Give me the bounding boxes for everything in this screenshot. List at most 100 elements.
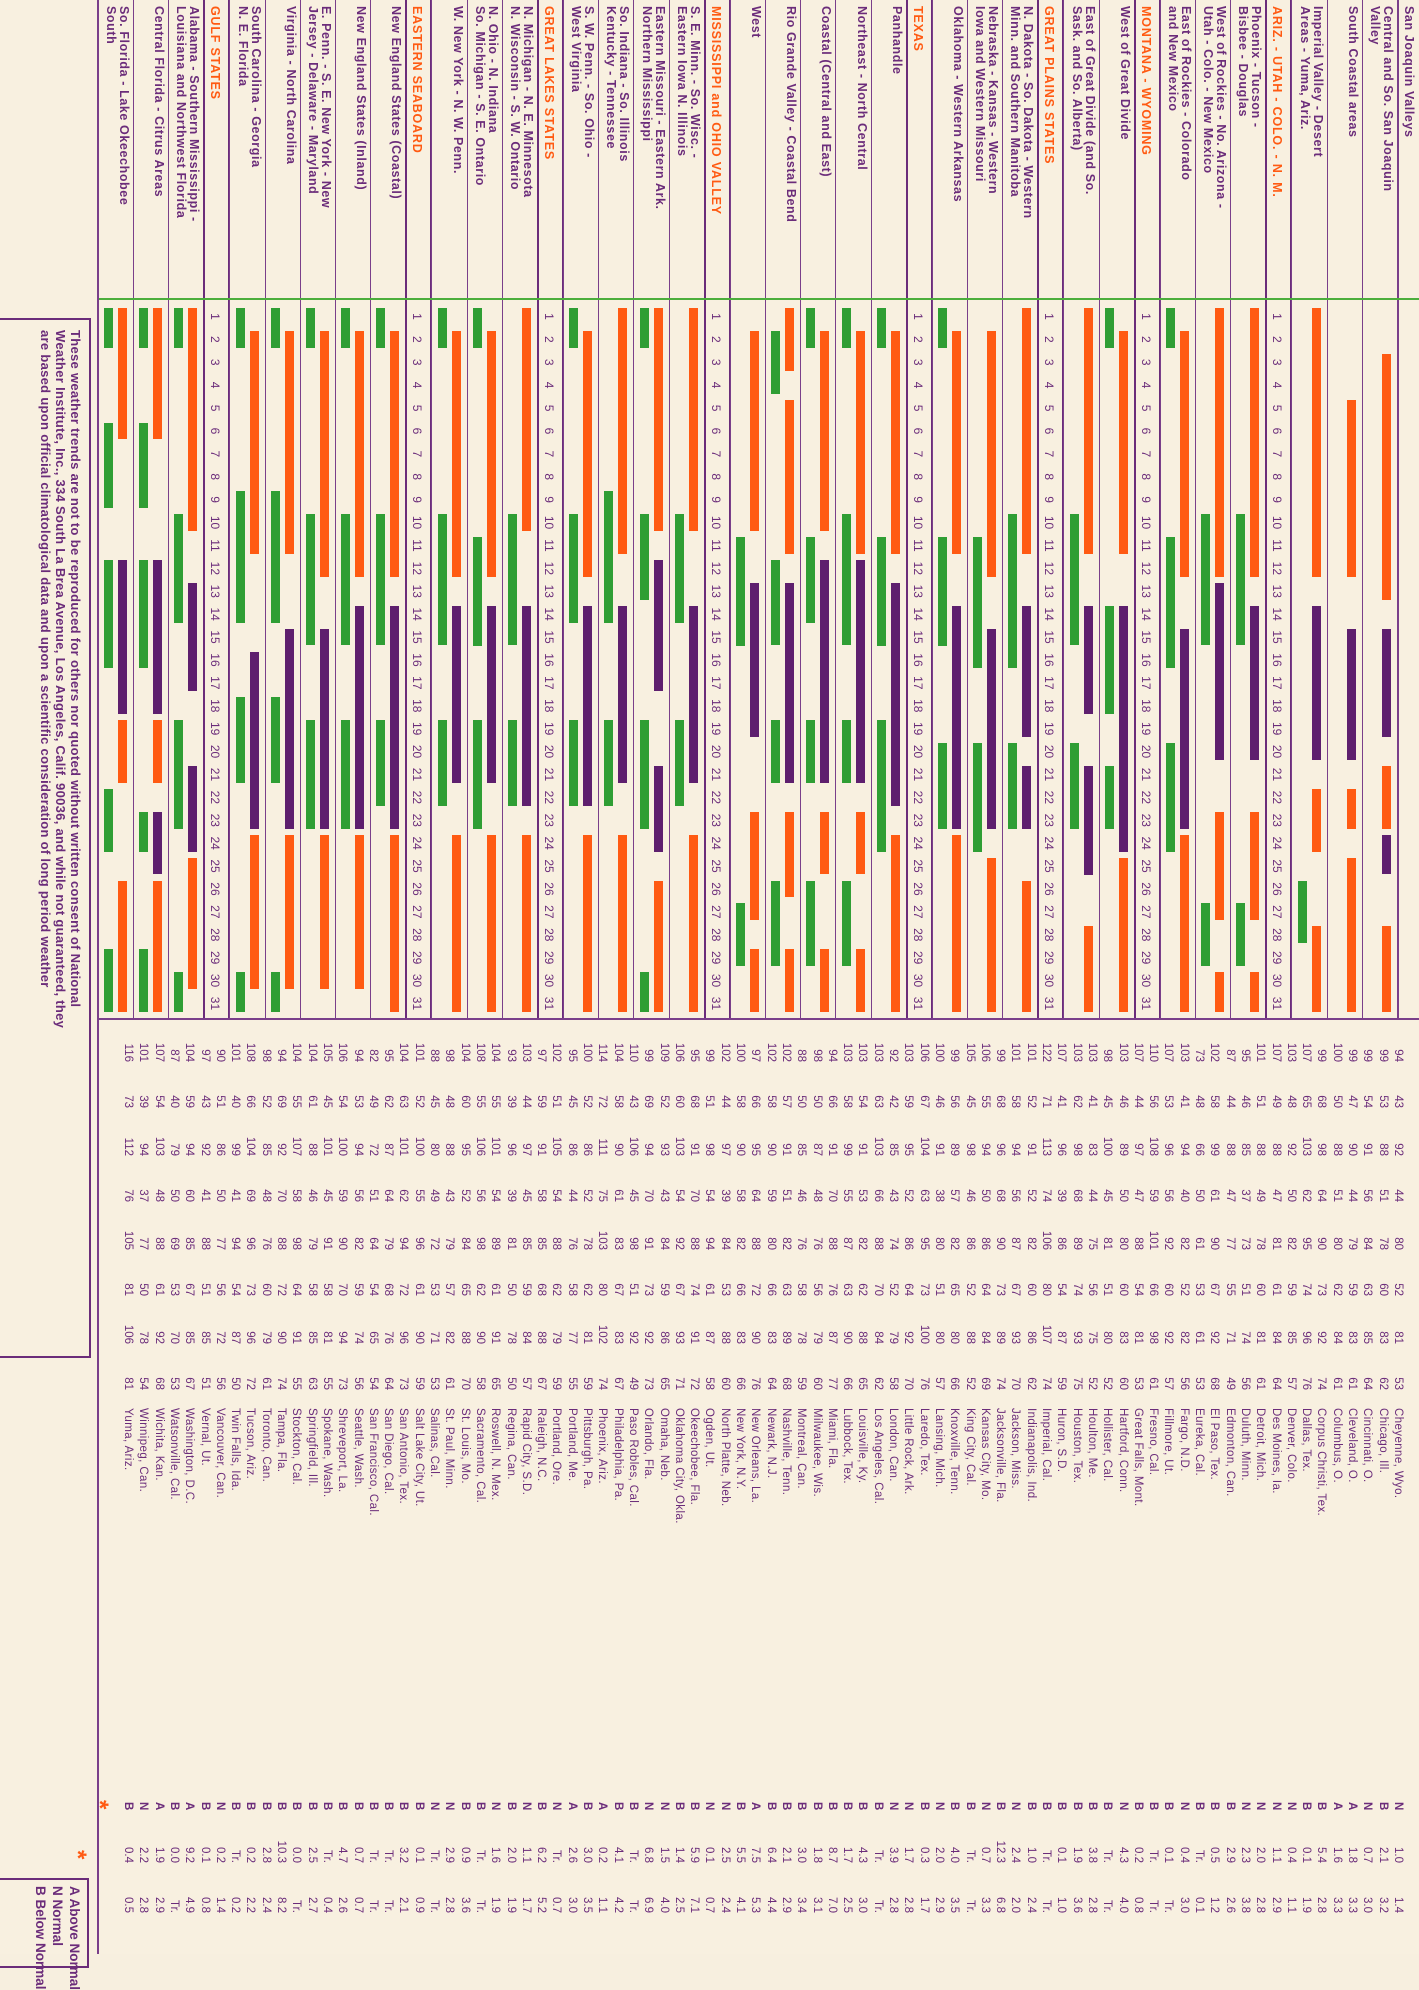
precip-value: 6.8	[642, 1847, 655, 1863]
day-number: 14	[1042, 607, 1057, 621]
day-number: 18	[1270, 699, 1285, 713]
temperature-value: 104	[244, 1136, 257, 1156]
day-number: 18	[708, 699, 723, 713]
normal-indicator: B	[780, 1802, 792, 1811]
day-number: 16	[708, 653, 723, 667]
bar-purple	[390, 605, 400, 829]
bar-orange	[1346, 857, 1356, 1012]
temperature-value: 82	[1024, 1237, 1037, 1250]
day-number: 9	[208, 496, 223, 503]
temperature-value: 85	[183, 1331, 196, 1344]
region-row: S. E. Minn. - So. Wisc. - Eastern Iowa N…	[668, 0, 704, 1018]
temperature-value: 66	[948, 1377, 961, 1390]
temperature-value: 88	[825, 1237, 838, 1250]
region-row: So. Florida - Lake Okeechobee South	[97, 0, 133, 1018]
temperature-value: 70	[871, 1283, 884, 1296]
day-number: 22	[1138, 790, 1153, 805]
precip-value: 2.1	[780, 1847, 792, 1863]
bar-green	[1008, 743, 1018, 829]
temperature-value: 50	[1284, 1189, 1297, 1202]
day-number: 14	[1270, 607, 1285, 621]
precip-normal: 3.5	[581, 1897, 594, 1913]
day-number: 13	[542, 584, 556, 598]
precip-value: 2.2	[137, 1847, 150, 1863]
temperature-value: 52	[1024, 1189, 1037, 1202]
day-number: 6	[208, 427, 223, 435]
day-number: 30	[708, 973, 723, 988]
day-number: 12	[410, 561, 425, 576]
city-name: Dallas, Tex.	[1300, 1408, 1313, 1473]
temperature-value: 87	[229, 1331, 242, 1344]
normal-indicator: B	[351, 1802, 364, 1811]
temperature-value: 90	[749, 1331, 762, 1344]
temperature-value: 58	[290, 1189, 303, 1202]
city-name: Knoxville, Tenn.	[948, 1408, 961, 1495]
temperature-value: 107	[1162, 1042, 1175, 1062]
precip-normal: 4.9	[183, 1897, 196, 1913]
temperature-value: 50	[978, 1189, 991, 1202]
temperature-value: 94	[336, 1331, 349, 1344]
temperature-value: 88	[1376, 1143, 1389, 1156]
bar-orange	[952, 330, 961, 554]
bar-green	[472, 308, 482, 348]
temperature-value: 59	[550, 1377, 563, 1390]
precip-value: 4.3	[1116, 1847, 1129, 1863]
bar-green	[508, 720, 517, 806]
temperature-value: 106	[978, 1042, 991, 1062]
temperature-value: 88	[1254, 1143, 1267, 1156]
temperature-value: 54	[366, 1283, 379, 1296]
temperature-value: 88	[550, 1237, 563, 1250]
precip-normal: 4.0	[1116, 1897, 1129, 1913]
temperature-value: 88	[428, 1049, 441, 1062]
temperature-value: 84	[978, 1331, 991, 1344]
temperature-value: 101	[229, 1042, 242, 1062]
region-name: West	[749, 6, 763, 39]
precip-value: 4.3	[856, 1847, 869, 1863]
temperature-value: 106	[627, 1136, 639, 1156]
temperature-value: 51	[627, 1283, 639, 1296]
temperature-value: 48	[1193, 1095, 1206, 1108]
day-number: 12	[208, 561, 223, 576]
day-number: 1	[542, 313, 556, 320]
precip-value: 2.8	[259, 1847, 272, 1863]
normal-indicator: N	[1116, 1802, 1129, 1811]
bar-orange	[785, 308, 795, 371]
temperature-value: 63	[305, 1377, 318, 1390]
day-number: 19	[1138, 721, 1153, 736]
normal-indicator: N	[902, 1802, 915, 1811]
temperature-value: 52	[1024, 1095, 1037, 1108]
temperature-value: 59	[1055, 1377, 1068, 1390]
precip-value: 1.7	[902, 1847, 915, 1863]
day-number: 28	[708, 928, 723, 942]
day-number: 30	[1042, 973, 1057, 988]
bar-purple	[583, 605, 593, 806]
temperature-value: 98	[290, 1237, 303, 1250]
temperature-value: 64	[1269, 1377, 1282, 1390]
region-name: West of Rockies - No. Arizona - Utah - C…	[1201, 6, 1229, 209]
day-number: 25	[542, 859, 556, 873]
day-number: 4	[1270, 381, 1285, 389]
day-number: 27	[1270, 905, 1285, 919]
temperature-value: 45	[1101, 1095, 1114, 1108]
bar-orange	[451, 834, 461, 1012]
bar-purple	[1180, 628, 1189, 829]
temperature-value: 44	[1131, 1095, 1144, 1108]
temperature-value: 43	[657, 1189, 670, 1202]
region-name: Virginia - North Carolina	[283, 6, 298, 165]
precip-normal: 3.1	[810, 1897, 823, 1913]
city-name: Regina, Can.	[504, 1408, 517, 1480]
temperature-value: 61	[1269, 1283, 1282, 1296]
temperature-value: 74	[275, 1377, 288, 1390]
city-name: King City, Cal.	[963, 1408, 976, 1487]
day-number: 17	[708, 676, 723, 690]
day-number: 1	[410, 313, 425, 320]
temperature-value: 85	[183, 1237, 196, 1250]
region-row: S. W. Penn. - So. Ohio - West Virginia	[563, 0, 599, 1018]
bar-green	[639, 308, 649, 348]
temperature-value: 64	[366, 1237, 379, 1250]
temperature-value: 82	[1284, 1237, 1297, 1250]
bar-purple	[451, 605, 461, 783]
city-name: Duluth, Minn.	[1239, 1408, 1251, 1481]
temperature-value: 71	[428, 1331, 441, 1344]
city-name: St. Louis, Mo.	[458, 1408, 471, 1484]
